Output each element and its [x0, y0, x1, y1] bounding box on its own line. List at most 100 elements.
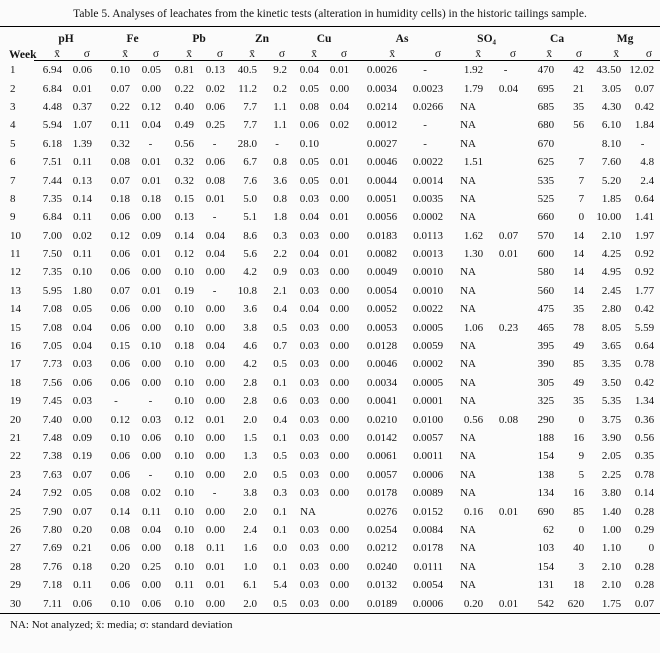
value-cell: NA	[460, 266, 476, 279]
value-cell: 3.90	[601, 432, 622, 444]
value-cell: 0.12	[110, 413, 130, 426]
col-header-pb: Pb	[192, 33, 206, 45]
value-cell: NA	[460, 376, 476, 389]
value-cell	[489, 429, 524, 447]
value-cell: 1.39	[72, 137, 92, 150]
value-cell: 14	[573, 284, 585, 297]
value-cell: 0.20	[110, 560, 130, 573]
value-cell: NA	[460, 579, 476, 592]
value-cell: 0.04	[329, 100, 350, 113]
week-cell: 7	[10, 174, 16, 187]
value-cell: 0.01	[205, 560, 226, 573]
value-cell: 0.06	[110, 376, 130, 389]
value-cell	[489, 447, 524, 465]
value-cell	[489, 539, 524, 557]
week-cell: 4	[10, 119, 16, 132]
value-cell: 0.05	[299, 82, 320, 95]
value-cell: 0.00	[205, 468, 226, 481]
value-cell: 0.28	[634, 505, 655, 518]
value-cell: 40.5	[237, 64, 258, 77]
value-cell: NA	[460, 100, 476, 113]
value-cell: 542	[537, 597, 555, 610]
value-cell	[560, 135, 590, 153]
value-cell: 0.01	[141, 248, 162, 261]
value-cell: 2.2	[273, 248, 288, 261]
value-cell: 560	[537, 284, 555, 297]
value-cell: 0.04	[205, 248, 226, 261]
value-cell: 0.22	[174, 82, 195, 95]
value-cell: 3.8	[243, 487, 258, 500]
value-cell: 0.00	[329, 523, 350, 536]
value-cell: 0.10	[110, 64, 130, 77]
table-row: 18 7.56 0.06 0.06 0.00 0.10 0.00 2.8 0.1 0.03 0.00…	[0, 374, 660, 392]
value-cell: 0.00	[329, 450, 350, 463]
value-cell: 0.40	[174, 100, 195, 113]
value-cell: 6.94	[42, 64, 62, 77]
value-cell: 0.10	[110, 597, 130, 610]
table-row: 8 7.35 0.14 0.18 0.18 0.15 0.01 5.0 0.8 0.03 0.00 0…	[0, 190, 660, 208]
value-cell: 16	[573, 432, 585, 444]
subheader-sigma: σ	[627, 45, 660, 61]
value-cell: 0.04	[299, 64, 320, 77]
value-cell: 6.1	[243, 579, 258, 592]
value-cell: 0.00	[141, 358, 162, 371]
value-cell: 0.05	[72, 303, 92, 316]
value-cell: 0.03	[72, 395, 92, 408]
value-cell: 0.28	[634, 560, 655, 573]
value-cell: 0.06	[110, 266, 130, 279]
table-row: 1 6.94 0.06 0.10 0.05 0.81 0.13 40.5 9.2 0.04 0.01…	[0, 61, 660, 80]
value-cell: 154	[537, 450, 555, 463]
value-cell: 0.1	[273, 432, 288, 444]
value-cell: 0.14	[110, 505, 130, 518]
value-cell: 0.00	[205, 303, 226, 316]
value-cell: 0.01	[329, 211, 350, 224]
value-cell: 1.06	[463, 321, 484, 334]
week-cell: 1	[10, 63, 16, 76]
value-cell: 8.6	[243, 229, 258, 242]
value-cell: 0.1	[273, 376, 288, 389]
value-cell: 0.14	[174, 229, 195, 242]
value-cell: 103	[537, 542, 555, 555]
value-cell: 16	[573, 487, 585, 500]
value-cell: 0	[578, 523, 585, 536]
value-cell: NA	[460, 560, 476, 573]
value-cell: 0.02	[329, 119, 350, 132]
value-cell: 0.00	[329, 192, 350, 205]
value-cell: 0.32	[174, 156, 195, 169]
week-cell: 12	[10, 266, 21, 279]
value-cell: 7.11	[43, 597, 62, 610]
value-cell: 0.01	[498, 505, 519, 518]
week-cell: 30	[10, 597, 21, 610]
value-cell: 600	[537, 248, 555, 261]
value-cell: 0.20	[463, 597, 484, 610]
value-cell: 0.0054	[412, 579, 444, 592]
value-cell: 0.04	[141, 119, 162, 132]
value-cell: 0.35	[634, 450, 655, 463]
value-cell: 0.01	[329, 64, 350, 77]
value-cell: 3	[578, 560, 585, 573]
value-cell: 0.0057	[412, 432, 444, 444]
value-cell: 3.6	[273, 174, 288, 187]
value-cell: 580	[537, 266, 555, 279]
value-cell: 2.8	[243, 395, 258, 408]
value-cell: 0.05	[72, 487, 92, 500]
value-cell: 0.92	[634, 266, 655, 279]
value-cell: 0.36	[634, 413, 655, 426]
value-cell: 0.03	[299, 395, 320, 408]
value-cell: 0.10	[141, 340, 162, 353]
value-cell: 2.0	[243, 468, 258, 481]
value-cell: 0.0013	[412, 248, 444, 261]
week-cell: 25	[10, 505, 21, 518]
table-row: 4 5.94 1.07 0.11 0.04 0.49 0.25 7.7 1.1 0.06 0.02 0…	[0, 116, 660, 134]
value-cell: 0.01	[498, 597, 519, 610]
value-cell: 2.25	[601, 468, 622, 481]
table-row: 11 7.50 0.11 0.06 0.01 0.12 0.04 5.6 2.2 0.04 0.01…	[0, 245, 660, 263]
value-cell: 0.00	[329, 413, 350, 426]
table-row: 10 7.00 0.02 0.12 0.09 0.14 0.04 8.6 0.3 0.03 0.00…	[0, 227, 660, 245]
value-cell: 8.05	[601, 321, 622, 334]
value-cell: 0.28	[634, 579, 655, 592]
subheader-sigma: σ	[403, 45, 450, 61]
week-cell: 8	[10, 192, 16, 205]
value-cell: 7.51	[42, 156, 62, 169]
subheader-mean: x̄	[524, 45, 561, 61]
